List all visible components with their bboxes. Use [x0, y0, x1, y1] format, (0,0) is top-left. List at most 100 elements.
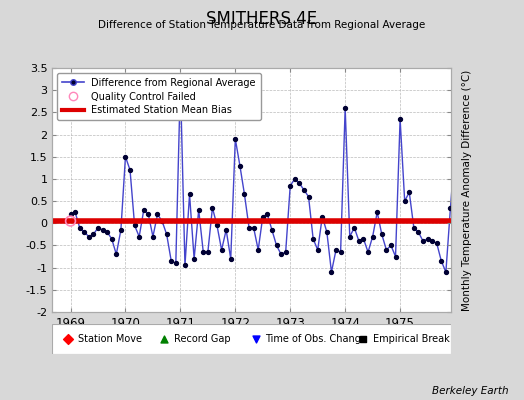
Point [236, 162, 244, 169]
Point [176, 78, 184, 84]
Point [341, 105, 350, 111]
Point [208, 204, 216, 211]
Point [135, 233, 144, 240]
Point [478, 224, 487, 231]
Point [75, 224, 84, 231]
Point [410, 224, 418, 231]
Point [181, 262, 189, 269]
Point [126, 167, 134, 173]
Point [217, 247, 226, 253]
Point [313, 247, 322, 253]
Point [382, 247, 390, 253]
Point [268, 227, 276, 233]
Point [272, 242, 281, 249]
Point [437, 258, 445, 264]
Point [368, 233, 377, 240]
Point [295, 180, 303, 186]
Point [121, 154, 129, 160]
Point [345, 233, 354, 240]
Point [226, 256, 235, 262]
Point [300, 187, 308, 193]
Y-axis label: Monthly Temperature Anomaly Difference (°C): Monthly Temperature Anomaly Difference (… [463, 69, 473, 311]
Point [213, 222, 221, 229]
Point [85, 233, 93, 240]
Point [304, 194, 313, 200]
Point [469, 209, 477, 215]
FancyBboxPatch shape [52, 324, 451, 354]
Point [241, 191, 249, 198]
Point [263, 211, 271, 218]
Text: Berkeley Earth: Berkeley Earth [432, 386, 508, 396]
Point [419, 238, 427, 244]
Point [190, 256, 198, 262]
Point [252, 336, 260, 342]
Point [460, 198, 468, 204]
Point [387, 242, 395, 249]
Point [222, 227, 231, 233]
Point [414, 229, 423, 235]
Point [451, 145, 459, 151]
Point [281, 249, 290, 255]
Point [167, 258, 176, 264]
Point [355, 238, 363, 244]
Point [423, 236, 432, 242]
Point [64, 336, 72, 342]
Text: Time of Obs. Change: Time of Obs. Change [266, 334, 367, 344]
Point [336, 249, 345, 255]
Point [291, 176, 299, 182]
Point [130, 222, 139, 229]
Point [139, 207, 148, 213]
Point [378, 231, 386, 238]
Text: SMITHERS 4E: SMITHERS 4E [206, 10, 318, 28]
Point [144, 211, 152, 218]
Text: Difference of Station Temperature Data from Regional Average: Difference of Station Temperature Data f… [99, 20, 425, 30]
Point [323, 229, 331, 235]
Point [405, 189, 413, 196]
Point [446, 204, 455, 211]
Legend: Difference from Regional Average, Quality Control Failed, Estimated Station Mean: Difference from Regional Average, Qualit… [57, 73, 260, 120]
Text: Station Move: Station Move [78, 334, 143, 344]
Point [359, 336, 367, 342]
Point [103, 229, 111, 235]
Point [465, 211, 473, 218]
Point [160, 336, 168, 342]
Point [455, 196, 464, 202]
Text: Empirical Break: Empirical Break [373, 334, 450, 344]
Point [318, 214, 326, 220]
Point [442, 269, 450, 275]
Point [396, 116, 405, 122]
Point [254, 247, 263, 253]
Point [359, 236, 368, 242]
Point [350, 224, 358, 231]
Point [277, 251, 285, 258]
Point [258, 214, 267, 220]
Point [158, 218, 166, 224]
Point [194, 207, 203, 213]
Point [328, 269, 336, 275]
Point [107, 236, 116, 242]
Point [432, 240, 441, 246]
Point [117, 227, 125, 233]
Point [154, 211, 162, 218]
Point [89, 231, 97, 238]
Point [112, 251, 121, 258]
Point [231, 136, 239, 142]
Point [71, 209, 79, 215]
Point [149, 233, 157, 240]
Point [172, 260, 180, 266]
Point [373, 209, 381, 215]
Point [67, 211, 75, 218]
Text: Record Gap: Record Gap [174, 334, 231, 344]
Point [245, 224, 253, 231]
Point [483, 224, 492, 231]
Point [364, 249, 372, 255]
Point [391, 253, 400, 260]
Point [474, 216, 482, 222]
Point [80, 229, 89, 235]
Point [199, 249, 208, 255]
Point [162, 231, 171, 238]
Point [487, 222, 496, 229]
Point [249, 224, 258, 231]
Point [94, 224, 102, 231]
Point [332, 247, 340, 253]
